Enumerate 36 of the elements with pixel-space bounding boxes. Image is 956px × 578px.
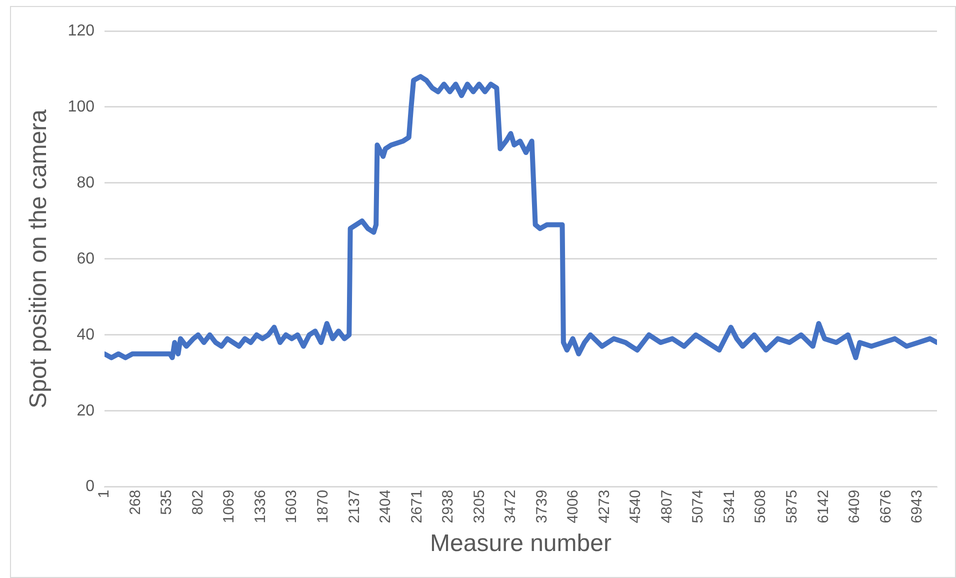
x-tick-label: 5608 — [752, 490, 770, 524]
y-tick-label: 120 — [68, 22, 95, 40]
y-axis-title: Spot position on the camera — [25, 108, 52, 408]
x-tick-label: 802 — [189, 490, 206, 515]
x-tick-label: 4807 — [658, 490, 676, 524]
x-tick-label: 2938 — [440, 490, 457, 524]
x-tick-label: 2404 — [377, 490, 394, 524]
y-tick-label: 100 — [68, 98, 95, 116]
x-tick-label: 3205 — [470, 490, 488, 524]
x-tick-label: 535 — [158, 490, 176, 515]
x-tick-label: 3472 — [502, 490, 520, 524]
x-tick-label: 2137 — [346, 490, 363, 524]
x-tick-label: 6142 — [814, 490, 832, 524]
x-tick-label: 5341 — [720, 490, 738, 524]
x-axis-title: Measure number — [430, 530, 612, 558]
x-tick-label: 1 — [96, 490, 113, 498]
x-tick-label: 1870 — [314, 490, 332, 524]
x-tick-label: 4540 — [627, 490, 644, 524]
x-tick-label: 1603 — [283, 490, 300, 524]
x-tick-label: 6943 — [908, 490, 926, 524]
x-tick-label: 1336 — [252, 490, 269, 524]
y-tick-label: 40 — [76, 326, 95, 344]
x-tick-label: 4006 — [564, 490, 582, 524]
y-tick-label: 60 — [76, 250, 95, 268]
x-tick-label: 6676 — [877, 490, 894, 524]
y-tick-label: 80 — [76, 174, 95, 192]
x-tick-label: 1069 — [220, 490, 238, 524]
x-tick-label: 6409 — [846, 490, 864, 524]
x-tick-label: 2671 — [408, 490, 426, 524]
x-tick-label: 4273 — [596, 490, 613, 524]
x-tick-label: 5074 — [690, 490, 707, 524]
y-tick-label: 0 — [86, 478, 95, 496]
y-tick-label: 20 — [76, 402, 95, 420]
x-tick-label: 268 — [126, 490, 144, 515]
x-tick-label: 3739 — [533, 490, 550, 524]
x-tick-label: 5875 — [784, 490, 801, 524]
